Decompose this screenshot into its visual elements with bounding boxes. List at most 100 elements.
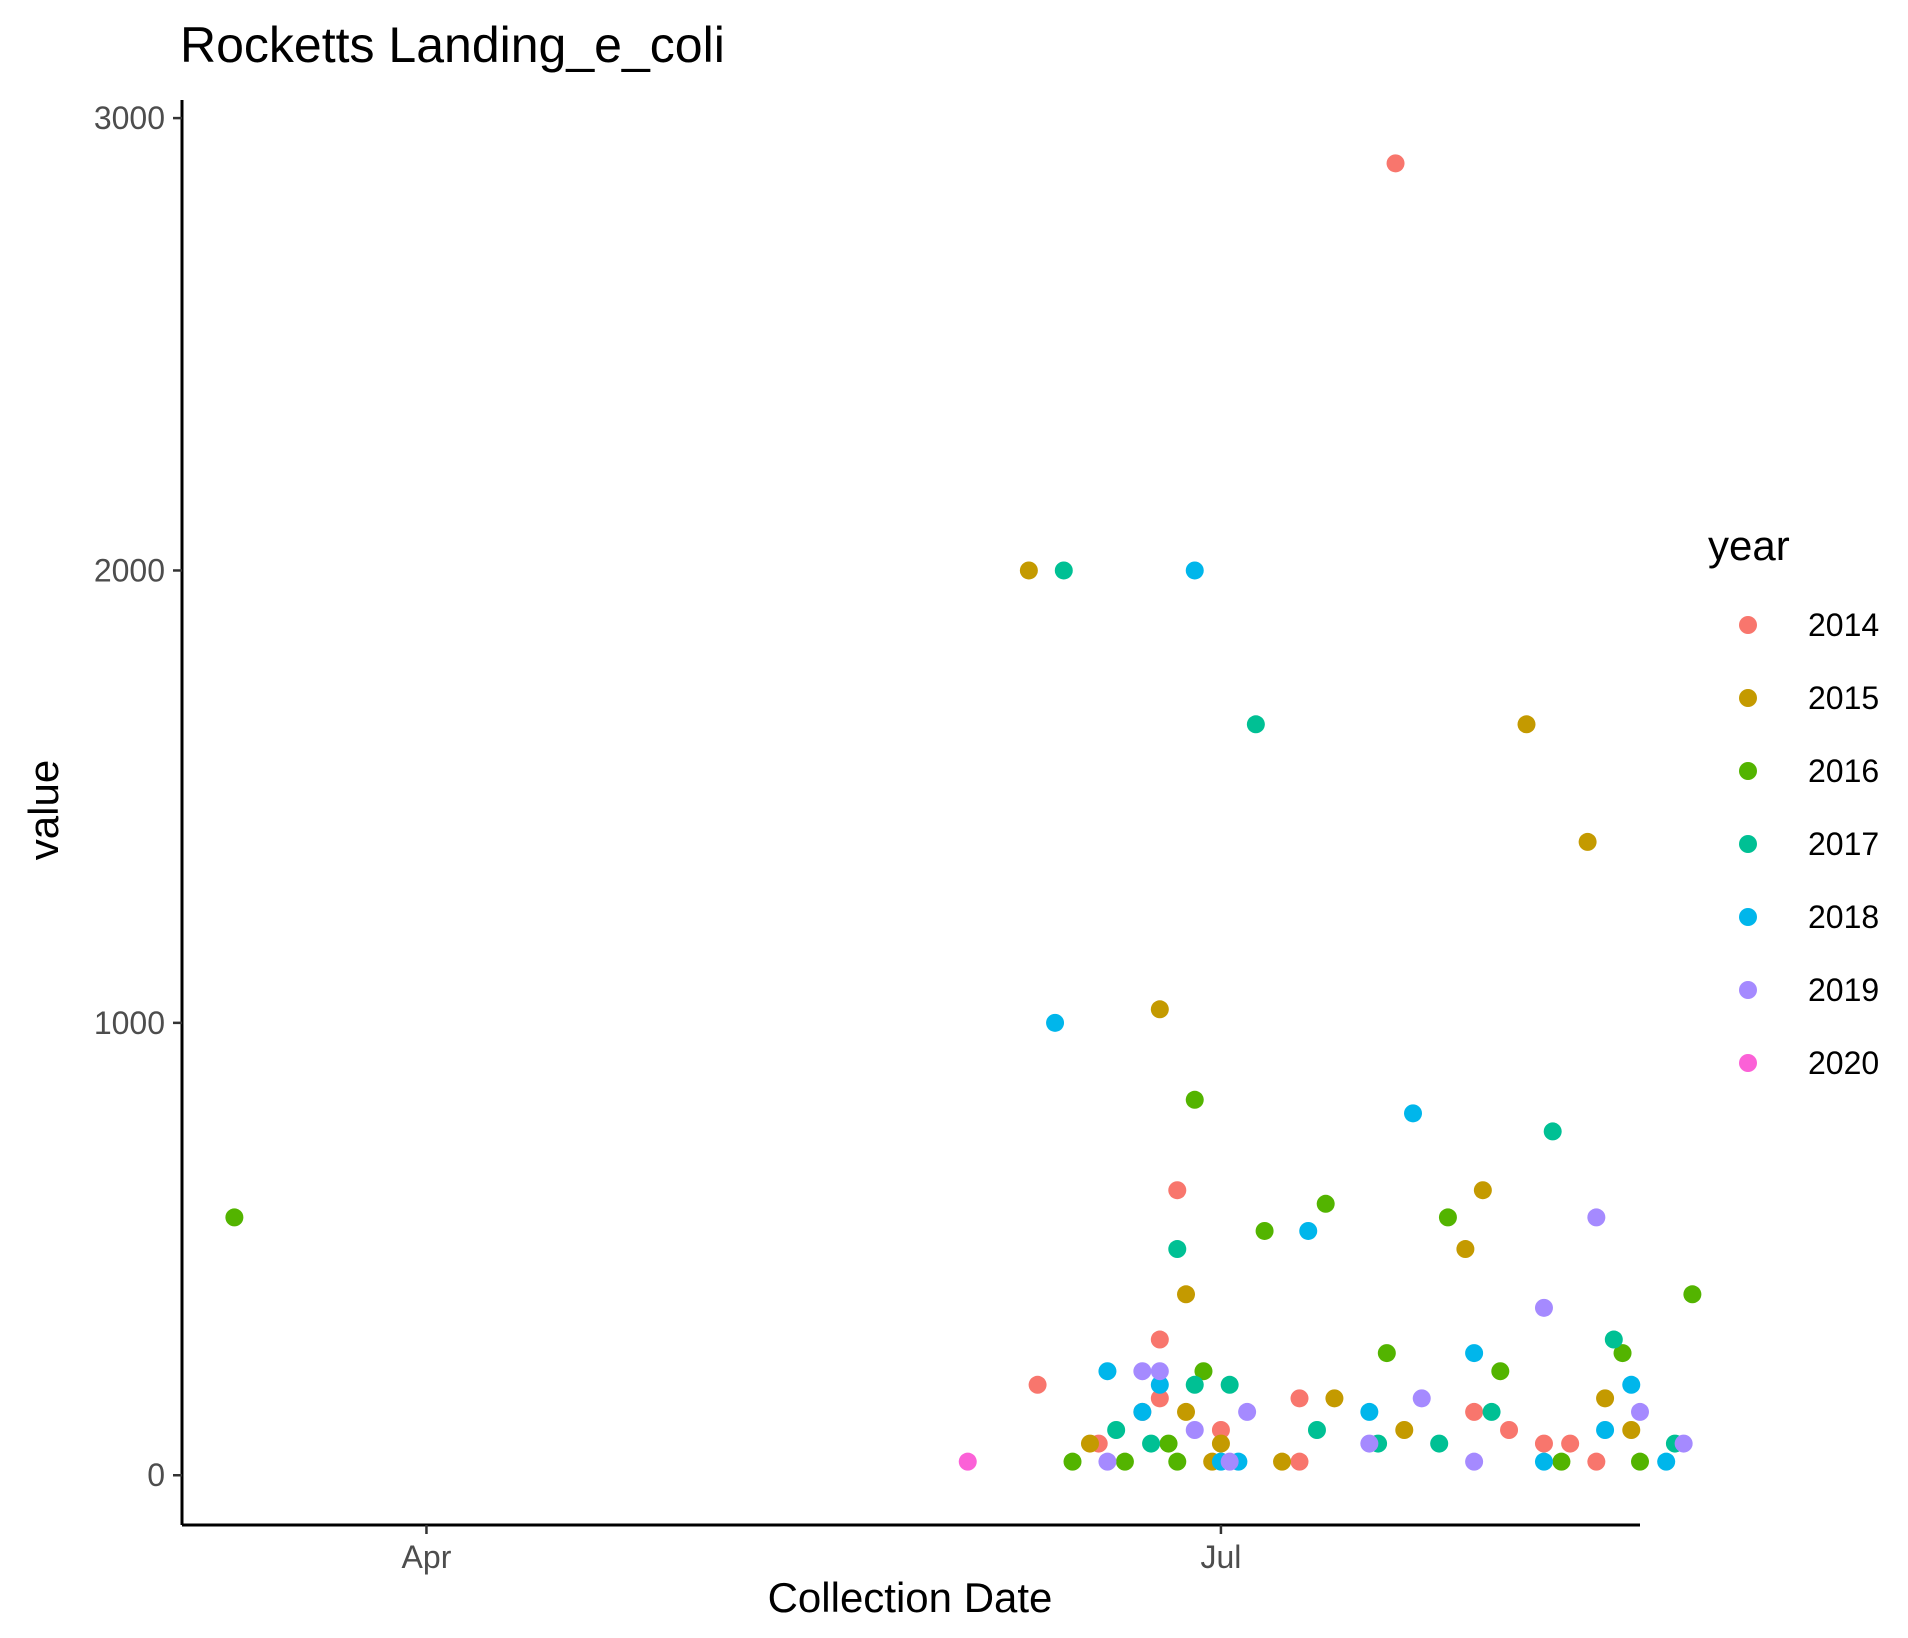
legend-key bbox=[1739, 616, 1757, 634]
data-point bbox=[1465, 1452, 1484, 1471]
data-point bbox=[1534, 1452, 1553, 1471]
series-2019 bbox=[1098, 1208, 1693, 1471]
data-point bbox=[1491, 1362, 1510, 1381]
legend: year 2014 2015 2016 2017 2018 2019 2020 bbox=[1708, 522, 1879, 1081]
data-point bbox=[1412, 1389, 1431, 1408]
data-point bbox=[1290, 1452, 1309, 1471]
y-tick-label: 2000 bbox=[94, 552, 165, 588]
data-point bbox=[1098, 1452, 1117, 1471]
data-point bbox=[1150, 1330, 1169, 1349]
data-point bbox=[1517, 715, 1536, 734]
data-point bbox=[1482, 1402, 1501, 1421]
data-point bbox=[1404, 1104, 1423, 1123]
data-point bbox=[1273, 1452, 1292, 1471]
data-point bbox=[1185, 1090, 1204, 1109]
data-point bbox=[1177, 1402, 1196, 1421]
data-point bbox=[1465, 1344, 1484, 1363]
data-point bbox=[1561, 1434, 1580, 1453]
legend-key bbox=[1739, 981, 1757, 999]
data-point bbox=[1150, 1000, 1169, 1019]
data-points bbox=[225, 154, 1702, 1471]
data-point bbox=[1168, 1181, 1187, 1200]
data-point bbox=[1194, 1362, 1213, 1381]
data-point bbox=[1290, 1389, 1309, 1408]
data-point bbox=[1255, 1221, 1274, 1240]
data-point bbox=[1473, 1181, 1492, 1200]
legend-title: year bbox=[1708, 522, 1790, 569]
data-point bbox=[1325, 1389, 1344, 1408]
data-point bbox=[1631, 1452, 1649, 1471]
data-point bbox=[1657, 1452, 1676, 1471]
data-point bbox=[225, 1208, 244, 1227]
data-point bbox=[1587, 1208, 1606, 1227]
data-point bbox=[1578, 832, 1597, 851]
data-point bbox=[1246, 715, 1265, 734]
data-point bbox=[1386, 154, 1405, 173]
data-point bbox=[1150, 1375, 1169, 1394]
legend-key bbox=[1739, 908, 1757, 926]
data-point bbox=[1115, 1452, 1134, 1471]
chart-title: Rocketts Landing_e_coli bbox=[180, 17, 725, 73]
data-point bbox=[1622, 1375, 1641, 1394]
data-point bbox=[1543, 1122, 1562, 1141]
data-point bbox=[1220, 1375, 1239, 1394]
data-point bbox=[1150, 1389, 1169, 1408]
legend-key bbox=[1739, 762, 1757, 780]
data-point bbox=[1211, 1421, 1230, 1439]
data-point bbox=[1107, 1421, 1126, 1439]
data-point bbox=[1683, 1285, 1702, 1304]
legend-label: 2015 bbox=[1808, 680, 1879, 716]
axes: 0 1000 2000 3000 Apr Jul bbox=[94, 100, 1640, 1575]
data-point bbox=[1168, 1452, 1187, 1471]
data-point bbox=[1596, 1421, 1615, 1439]
data-point bbox=[1185, 1421, 1204, 1439]
series-2015 bbox=[1019, 561, 1641, 1471]
data-point bbox=[1142, 1434, 1161, 1453]
legend-key bbox=[1739, 1054, 1757, 1072]
data-point bbox=[1063, 1452, 1082, 1471]
legend-label: 2019 bbox=[1808, 972, 1879, 1008]
legend-label: 2020 bbox=[1808, 1045, 1879, 1081]
data-point bbox=[1500, 1421, 1519, 1439]
series-2020 bbox=[958, 1452, 977, 1471]
legend-key bbox=[1739, 835, 1757, 853]
data-point bbox=[1098, 1362, 1117, 1381]
data-point bbox=[1604, 1330, 1623, 1349]
data-point bbox=[1534, 1298, 1553, 1317]
data-point bbox=[1456, 1240, 1475, 1259]
data-point bbox=[1613, 1344, 1632, 1363]
x-tick-label: Apr bbox=[402, 1539, 452, 1575]
legend-key bbox=[1739, 689, 1757, 707]
data-point bbox=[1316, 1194, 1335, 1213]
data-point bbox=[1185, 561, 1204, 580]
data-point bbox=[1177, 1285, 1196, 1304]
data-point bbox=[1438, 1208, 1457, 1227]
series-2017 bbox=[1054, 561, 1684, 1453]
data-point bbox=[1552, 1452, 1571, 1471]
data-point bbox=[1360, 1434, 1379, 1453]
data-point bbox=[1430, 1434, 1449, 1453]
data-point bbox=[1299, 1221, 1318, 1240]
data-point bbox=[1046, 1013, 1065, 1032]
series-2018 bbox=[1046, 561, 1676, 1471]
data-point bbox=[1674, 1434, 1693, 1453]
legend-label: 2017 bbox=[1808, 826, 1879, 862]
data-point bbox=[1019, 561, 1038, 580]
data-point bbox=[1631, 1402, 1649, 1421]
data-point bbox=[1587, 1452, 1606, 1471]
y-tick-label: 1000 bbox=[94, 1005, 165, 1041]
data-point bbox=[1028, 1375, 1047, 1394]
x-axis-title: Collection Date bbox=[768, 1574, 1053, 1621]
data-point bbox=[1211, 1434, 1230, 1453]
data-point bbox=[1150, 1362, 1169, 1381]
data-point bbox=[1238, 1402, 1257, 1421]
series-2014 bbox=[1028, 154, 1606, 1471]
data-point bbox=[1622, 1421, 1641, 1439]
x-tick-label: Jul bbox=[1200, 1539, 1241, 1575]
data-point bbox=[1159, 1434, 1178, 1453]
data-point bbox=[1133, 1402, 1152, 1421]
data-point bbox=[958, 1452, 977, 1471]
data-point bbox=[1395, 1421, 1414, 1439]
data-point bbox=[1080, 1434, 1099, 1453]
data-point bbox=[1054, 561, 1073, 580]
